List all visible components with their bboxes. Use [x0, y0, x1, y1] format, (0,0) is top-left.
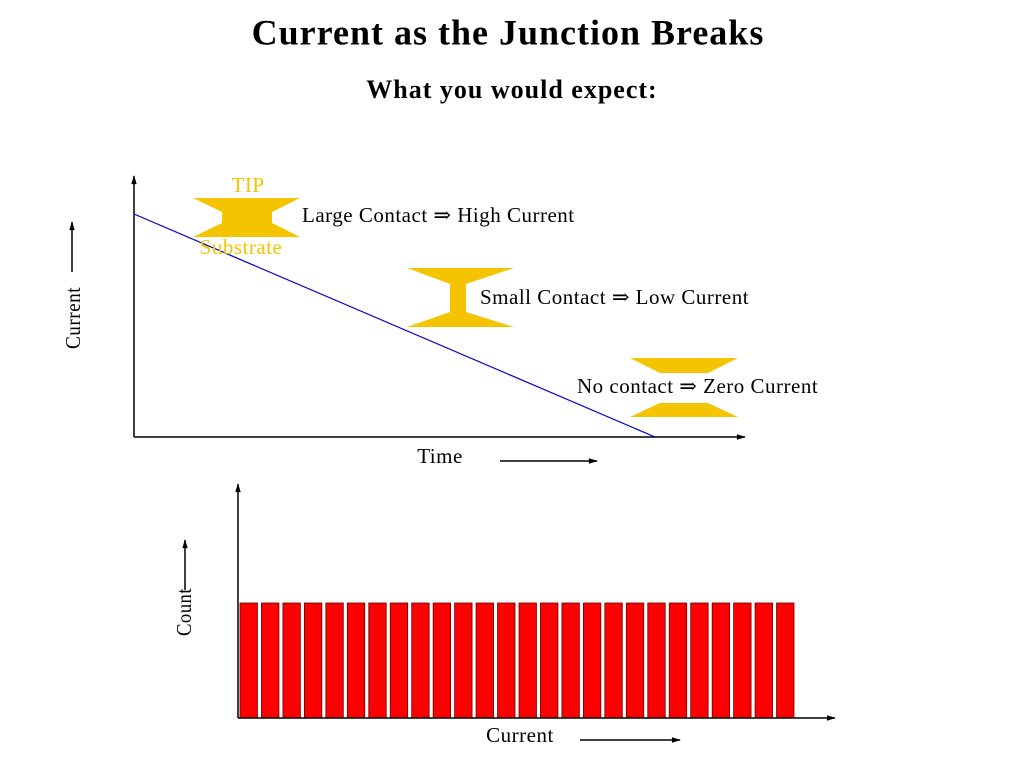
- histogram-bar: [625, 602, 645, 719]
- histogram-bar: [540, 602, 559, 719]
- histogram-bar: [325, 602, 344, 719]
- small-contact-shape: [407, 268, 514, 327]
- histogram-bar: [239, 602, 258, 719]
- histogram-bar: [454, 602, 473, 719]
- large-contact-shape: [193, 198, 300, 237]
- histogram-bar: [497, 602, 516, 719]
- y-label: Current: [61, 287, 85, 349]
- substrate-label: Substrate: [200, 235, 283, 259]
- histogram-bar: [582, 602, 602, 719]
- histogram-bar: [389, 602, 409, 719]
- state-label: Large Contact ⇒ High Current: [302, 203, 575, 227]
- histogram-bar: [690, 602, 709, 719]
- count-plot: Count Current: [172, 483, 836, 747]
- histogram-bar: [518, 602, 537, 719]
- histogram-bar: [776, 602, 795, 719]
- x-label: Current: [486, 723, 554, 747]
- current-line: [133, 213, 656, 438]
- histogram-bar: [411, 602, 430, 719]
- state-label: Small Contact ⇒ Low Current: [480, 285, 749, 309]
- y-label: Count: [172, 588, 196, 636]
- histogram-bar: [754, 602, 773, 719]
- x-label: Time: [417, 444, 463, 468]
- histogram-bar: [368, 602, 387, 719]
- tip-label: TIP: [232, 173, 265, 197]
- state-label: No contact ⇒ Zero Current: [577, 374, 818, 398]
- histogram-bar: [647, 602, 666, 719]
- subtitle: What you would expect:: [366, 75, 657, 104]
- title: Current as the Junction Breaks: [252, 12, 765, 52]
- histogram-bar: [711, 602, 731, 719]
- histogram-bar: [561, 602, 580, 719]
- histogram-bar: [733, 602, 752, 719]
- tip-shape: [630, 358, 738, 373]
- histogram-bar: [346, 602, 366, 719]
- histogram-bar: [303, 602, 323, 719]
- histogram-bar: [282, 602, 301, 719]
- histogram-bar: [261, 602, 280, 719]
- histogram-bar: [604, 602, 623, 719]
- time-plot: Current Time TIP Substrate Large Contact…: [61, 173, 818, 468]
- substrate-shape: [630, 403, 738, 417]
- histogram-bar: [668, 602, 688, 719]
- histogram-bar: [432, 602, 452, 719]
- histogram-bar: [475, 602, 494, 719]
